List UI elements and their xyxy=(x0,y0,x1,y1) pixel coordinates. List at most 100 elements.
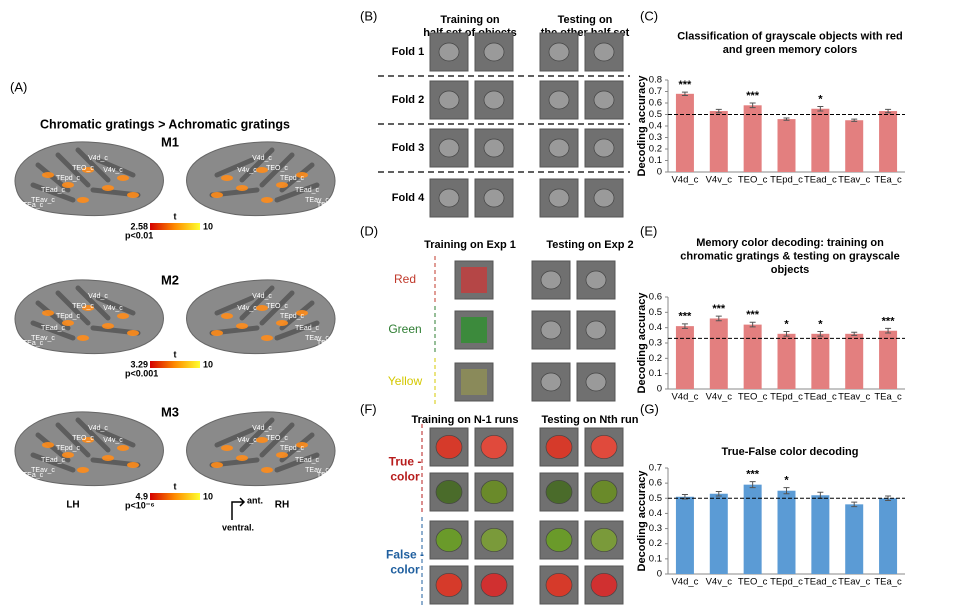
sulcus xyxy=(214,295,255,316)
brain-surface xyxy=(14,141,164,217)
activation xyxy=(261,467,273,473)
roi-label: TEad_c xyxy=(41,325,66,332)
condition-label: color xyxy=(390,470,420,484)
roi-label: TEad_c xyxy=(295,187,320,194)
condition-label: color xyxy=(390,563,420,577)
panel-label: (F) xyxy=(360,401,377,416)
panel-label: (C) xyxy=(640,8,658,23)
error-bar xyxy=(715,490,722,497)
stimulus-object xyxy=(480,527,508,553)
roi-label: TEav_c xyxy=(305,197,329,204)
color-patch xyxy=(461,317,487,343)
column-header: Testing on Exp 2 xyxy=(546,239,633,251)
roi-label: TEO_c xyxy=(266,303,288,310)
p-value: p<10⁻⁶ xyxy=(125,500,155,510)
stimulus-object xyxy=(545,479,573,505)
panel-label: (G) xyxy=(640,401,659,416)
y-tick-label: 0.1 xyxy=(649,553,662,564)
stimulus-object xyxy=(480,572,508,598)
stimulus-object xyxy=(590,434,618,460)
roi-label: V4d_c xyxy=(252,425,272,432)
significance: * xyxy=(818,318,823,330)
bar xyxy=(777,333,796,389)
chart-title: chromatic gratings & testing on grayscal… xyxy=(680,250,899,262)
sulcus xyxy=(55,290,91,326)
color-patch xyxy=(461,369,487,395)
stimulus-object xyxy=(548,138,570,158)
activation xyxy=(276,452,288,458)
panel-label: (D) xyxy=(360,223,378,238)
activation xyxy=(127,330,139,336)
roi-label: TEav_c xyxy=(305,335,329,342)
sulcus xyxy=(274,452,320,473)
roi-label: V4d_c xyxy=(88,425,108,432)
sulcus xyxy=(259,152,295,188)
y-tick-label: 0.2 xyxy=(649,538,662,549)
roi-label: V4v_c xyxy=(103,167,123,174)
color-patch xyxy=(461,267,487,293)
error-bar xyxy=(681,323,688,329)
x-tick-label: V4v_c xyxy=(706,577,733,588)
colorbar-max: 10 xyxy=(203,359,213,369)
bar xyxy=(777,119,796,172)
fold-label: Fold 1 xyxy=(392,46,424,58)
roi-label: TEpd_c xyxy=(280,445,305,452)
roi-label: TEO_c xyxy=(72,435,94,442)
sulcus xyxy=(95,427,136,448)
stimulus-object xyxy=(590,527,618,553)
sulcus xyxy=(30,182,76,203)
stimulus-object xyxy=(593,42,615,62)
x-tick-label: TEav_c xyxy=(838,175,870,186)
monkey-name: M2 xyxy=(161,272,179,287)
activation xyxy=(211,330,223,336)
activation xyxy=(117,313,129,319)
stimulus-object xyxy=(593,188,615,208)
activation xyxy=(127,462,139,468)
column-header: Training on N-1 runs xyxy=(412,414,519,426)
bar xyxy=(879,498,898,574)
stimulus-object xyxy=(593,138,615,158)
colorbar xyxy=(150,493,200,500)
error-bar xyxy=(749,321,756,328)
x-tick-label: TEpd_c xyxy=(770,175,803,186)
activation xyxy=(62,182,74,188)
stimulus-object xyxy=(438,42,460,62)
stimulus-object xyxy=(435,479,463,505)
bar xyxy=(743,324,762,389)
activation xyxy=(221,445,233,451)
roi-label: TEO_c xyxy=(72,303,94,310)
y-tick-label: 0.1 xyxy=(649,368,662,379)
bar xyxy=(709,318,728,389)
orientation: ant. xyxy=(247,495,263,505)
activation xyxy=(62,320,74,326)
activation xyxy=(236,455,248,461)
error-bar xyxy=(783,487,790,495)
sulcus xyxy=(95,295,136,316)
color-label: Green xyxy=(388,322,421,336)
activation xyxy=(102,455,114,461)
activation xyxy=(117,445,129,451)
sulcus xyxy=(75,147,111,183)
error-bar xyxy=(851,501,858,508)
colorbar-max: 10 xyxy=(203,221,213,231)
x-tick-label: V4d_c xyxy=(671,175,698,186)
y-tick-label: 0.2 xyxy=(649,144,662,155)
sulcus xyxy=(259,422,295,458)
colorbar-label: t xyxy=(174,211,177,221)
activation xyxy=(221,313,233,319)
stimulus-object xyxy=(483,42,505,62)
x-tick-label: V4v_c xyxy=(706,392,733,403)
significance: *** xyxy=(679,311,693,323)
roi-label: TEa_c xyxy=(23,202,44,209)
roi-label: TEa_c xyxy=(23,472,44,479)
y-tick-label: 0.4 xyxy=(649,508,662,519)
roi-label: TEpd_c xyxy=(56,175,81,182)
stimulus-image xyxy=(584,178,624,218)
column-header: Testing on xyxy=(558,14,613,26)
color-label: Yellow xyxy=(388,374,423,388)
stimulus-object xyxy=(548,188,570,208)
roi-label: TEO_c xyxy=(266,165,288,172)
roi-label: TEav_c xyxy=(31,197,55,204)
y-tick-label: 0.7 xyxy=(649,86,662,97)
stimulus-object xyxy=(540,270,562,290)
